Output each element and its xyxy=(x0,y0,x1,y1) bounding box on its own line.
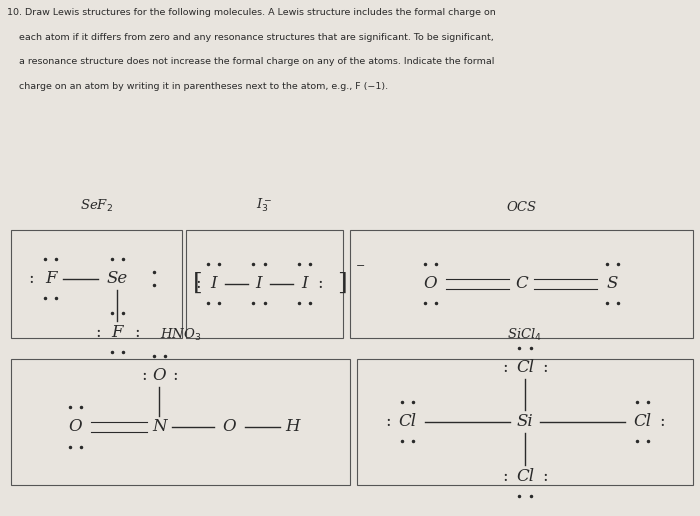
Text: H: H xyxy=(285,418,300,436)
Text: :: : xyxy=(28,270,34,287)
Text: O: O xyxy=(424,276,438,292)
Text: −: − xyxy=(356,261,365,271)
Text: each atom if it differs from zero and any resonance structures that are signific: each atom if it differs from zero and an… xyxy=(7,33,493,41)
Text: :: : xyxy=(134,325,140,341)
Text: :: : xyxy=(503,467,508,485)
Bar xyxy=(186,230,343,338)
Text: O: O xyxy=(69,418,82,436)
Text: a resonance structure does not increase the formal charge on any of the atoms. I: a resonance structure does not increase … xyxy=(7,57,494,66)
Text: I: I xyxy=(256,276,262,292)
Text: Se: Se xyxy=(106,270,128,287)
Text: :: : xyxy=(542,467,547,485)
Text: OCS: OCS xyxy=(506,201,537,214)
Text: Cl: Cl xyxy=(398,413,416,430)
Text: I: I xyxy=(210,276,217,292)
Text: :: : xyxy=(659,413,665,430)
Text: C: C xyxy=(515,276,528,292)
Bar xyxy=(357,359,693,485)
Text: Cl: Cl xyxy=(634,413,652,430)
Text: Cl: Cl xyxy=(516,359,534,376)
Text: :: : xyxy=(195,276,201,292)
Text: O: O xyxy=(153,367,166,384)
Text: ]: ] xyxy=(337,272,346,295)
Text: I$_3^-$: I$_3^-$ xyxy=(256,197,272,214)
Text: SiCl$_4$: SiCl$_4$ xyxy=(508,327,542,343)
Text: [: [ xyxy=(193,272,202,295)
Text: :: : xyxy=(141,367,147,384)
Text: O: O xyxy=(223,418,236,436)
Text: F: F xyxy=(45,270,57,287)
Text: :: : xyxy=(503,359,508,376)
Text: charge on an atom by writing it in parentheses next to the atom, e.g., F (−1).: charge on an atom by writing it in paren… xyxy=(7,82,388,91)
Text: :: : xyxy=(542,359,547,376)
Text: HNO$_3$: HNO$_3$ xyxy=(160,327,201,343)
Text: :: : xyxy=(317,276,323,292)
Text: Cl: Cl xyxy=(516,467,534,485)
Text: :: : xyxy=(172,367,178,384)
Text: Si: Si xyxy=(517,413,533,430)
Text: N: N xyxy=(152,418,167,436)
Bar xyxy=(350,230,693,338)
Text: :: : xyxy=(94,325,101,341)
Bar xyxy=(10,230,182,338)
Text: SeF$_2$: SeF$_2$ xyxy=(80,198,113,214)
Text: 10. Draw Lewis structures for the following molecules. A Lewis structure include: 10. Draw Lewis structures for the follow… xyxy=(7,8,496,17)
Text: I: I xyxy=(301,276,308,292)
Bar xyxy=(10,359,350,485)
Text: :: : xyxy=(385,413,391,430)
Text: F: F xyxy=(111,325,123,341)
Text: S: S xyxy=(607,276,618,292)
